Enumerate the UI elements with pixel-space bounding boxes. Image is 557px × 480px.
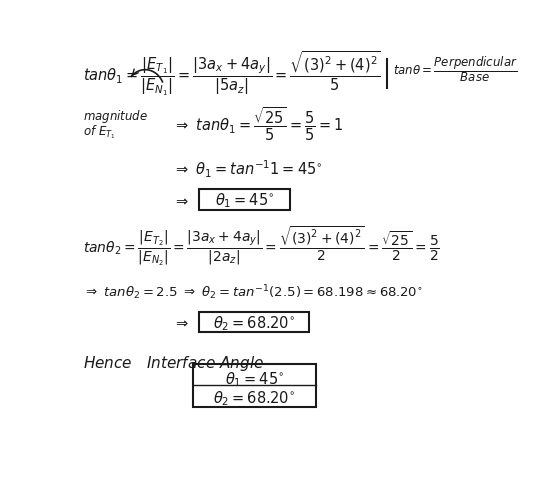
Text: $\Rightarrow$: $\Rightarrow$: [173, 315, 189, 329]
Text: $\theta_2 = 68.20^{\circ}$: $\theta_2 = 68.20^{\circ}$: [213, 388, 295, 407]
Text: $Hence\quad Interface\ Angle$: $Hence\quad Interface\ Angle$: [82, 353, 263, 372]
Text: $\Rightarrow$: $\Rightarrow$: [173, 193, 189, 207]
Bar: [199, 312, 309, 333]
Text: $\theta_2 = 68.20^{\circ}$: $\theta_2 = 68.20^{\circ}$: [213, 313, 295, 332]
Text: $of\ E_{T_1}$: $of\ E_{T_1}$: [82, 123, 115, 140]
Text: $\theta_1 = 45^{\circ}$: $\theta_1 = 45^{\circ}$: [215, 191, 274, 210]
Bar: [193, 364, 316, 407]
Text: $\Rightarrow\ tan\theta_2 = 2.5\ \Rightarrow\ \theta_2 = tan^{-1}(2.5) = 68.198 : $\Rightarrow\ tan\theta_2 = 2.5\ \Righta…: [82, 283, 422, 301]
Text: $tan\theta_1 = \dfrac{|E_{T_1}|}{|E_{N_1}|} = \dfrac{|3a_x+4a_y|}{|5a_z|} = \dfr: $tan\theta_1 = \dfrac{|E_{T_1}|}{|E_{N_1…: [82, 50, 380, 98]
Text: $tan\theta_2 = \dfrac{|E_{T_2}|}{|E_{N_2}|} = \dfrac{|3a_x+4a_y|}{|2a_z|} = \dfr: $tan\theta_2 = \dfrac{|E_{T_2}|}{|E_{N_2…: [82, 225, 439, 268]
Text: $magnitude$: $magnitude$: [82, 108, 148, 125]
Bar: [199, 190, 290, 210]
Text: $\Rightarrow\ tan\theta_1 = \dfrac{\sqrt{25}}{5} = \dfrac{5}{5} = 1$: $\Rightarrow\ tan\theta_1 = \dfrac{\sqrt…: [173, 106, 344, 143]
Text: $\theta_1 = 45^{\circ}$: $\theta_1 = 45^{\circ}$: [224, 369, 284, 388]
Text: $tan\theta = \dfrac{Perpendicular}{Base}$: $tan\theta = \dfrac{Perpendicular}{Base}…: [393, 55, 518, 84]
Text: $\Rightarrow\ \theta_1 = tan^{-1}1 = 45^{\circ}$: $\Rightarrow\ \theta_1 = tan^{-1}1 = 45^…: [173, 158, 323, 179]
